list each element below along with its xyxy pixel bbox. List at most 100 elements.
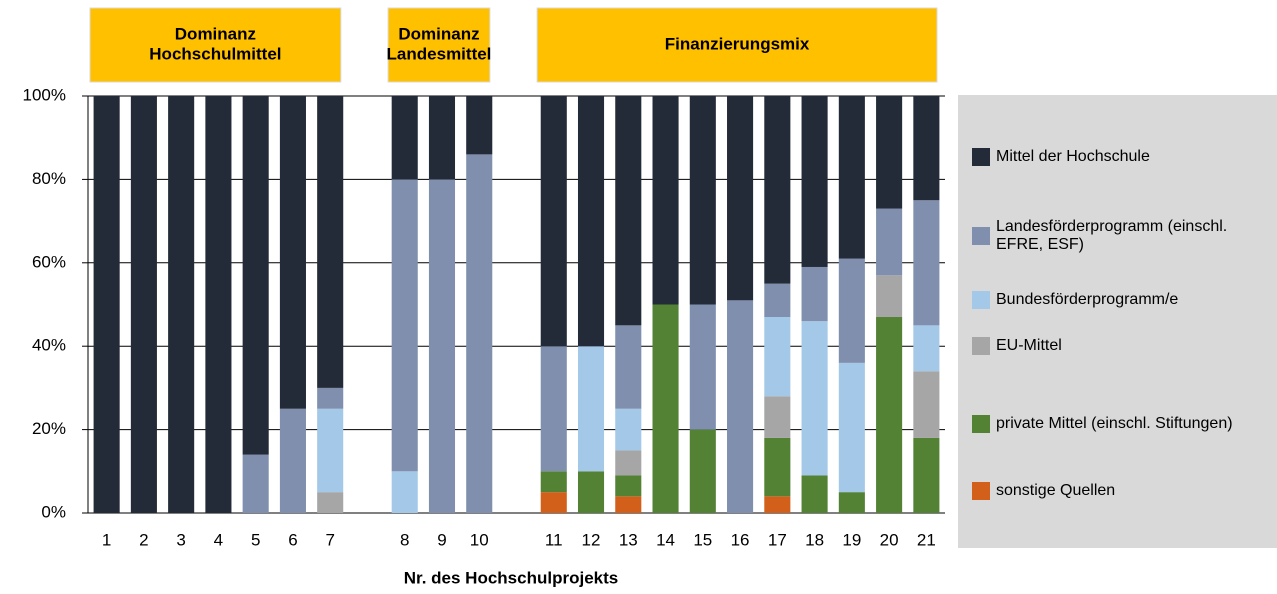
bar-segment (279, 96, 306, 409)
bar-segment (242, 96, 269, 455)
legend-label: private Mittel (einschl. Stiftungen) (996, 415, 1233, 432)
x-tick-label: 5 (251, 530, 260, 549)
bar-segment (801, 321, 828, 476)
bar-segment (838, 96, 865, 259)
legend-label: sonstige Quellen (996, 482, 1116, 499)
group-header (536, 7, 938, 83)
x-tick-label: 14 (656, 530, 675, 549)
x-tick-label: 9 (437, 530, 446, 549)
bar-segment (168, 96, 195, 513)
bar-segment (689, 304, 716, 430)
x-tick-label: 8 (400, 530, 409, 549)
bar-segment (577, 471, 605, 513)
bar-segment (838, 492, 865, 513)
legend-label: Landesförderprogramm (einschl. EFRE, ESF… (996, 218, 1228, 253)
bar-segment (615, 496, 642, 513)
y-tick-label: 100% (23, 85, 66, 104)
bar-segment (689, 96, 716, 305)
bar-segment (801, 266, 828, 322)
legend-swatch (972, 227, 990, 245)
x-axis-label: Nr. des Hochschulprojekts (404, 568, 618, 587)
x-tick-label: 2 (139, 530, 148, 549)
bar-segment (913, 96, 940, 201)
bar-segment (428, 179, 456, 513)
legend-label: Mittel der Hochschule (996, 148, 1150, 165)
bar-segment (876, 275, 903, 318)
group-header (387, 7, 491, 83)
bar-segment (577, 346, 605, 472)
group-label: Dominanz (398, 24, 479, 43)
x-tick-label: 11 (545, 530, 563, 549)
bar-segment (391, 179, 418, 472)
group-label: Hochschulmittel (149, 44, 281, 63)
legend-item: sonstige Quellen (972, 469, 1262, 513)
bar-segment (801, 96, 828, 267)
legend-swatch (972, 482, 990, 500)
bar-segment (838, 362, 865, 493)
x-tick-label: 1 (102, 530, 111, 549)
bar-segment (428, 96, 456, 180)
bar-segment (764, 496, 791, 513)
bar-segment (764, 283, 791, 318)
legend-swatch (972, 148, 990, 166)
legend-item: Mittel der Hochschule (972, 135, 1262, 179)
legend-label: EU-Mittel (996, 337, 1062, 354)
x-tick-label: 6 (288, 530, 297, 549)
bar-segment (93, 96, 120, 513)
x-tick-label: 17 (768, 530, 787, 549)
bar-segment (279, 408, 306, 513)
x-tick-label: 10 (470, 530, 489, 549)
group-header (89, 7, 342, 83)
bar-segment (130, 96, 157, 513)
bar-segment (615, 325, 642, 409)
legend: Mittel der Hochschule Landesförderprogram… (958, 95, 1277, 548)
y-tick-label: 20% (32, 419, 66, 438)
group-label: Finanzierungsmix (665, 34, 810, 53)
x-tick-label: 12 (582, 530, 601, 549)
bar-segment (876, 317, 903, 513)
legend-item: private Mittel (einschl. Stiftungen) (972, 402, 1262, 446)
legend-swatch (972, 291, 990, 309)
x-tick-label: 3 (176, 530, 185, 549)
bar-segment (317, 408, 344, 493)
group-label: Landesmittel (387, 44, 492, 63)
bar-segment (391, 471, 418, 513)
x-tick-label: 7 (325, 530, 334, 549)
legend-swatch (972, 337, 990, 355)
x-tick-label: 19 (842, 530, 861, 549)
bar-segment (615, 408, 642, 451)
x-tick-label: 21 (917, 530, 936, 549)
bar-segment (317, 387, 344, 409)
legend-item: Bundesförderprogramm/e (972, 278, 1262, 322)
bar-segment (540, 96, 567, 347)
bar-segment (317, 96, 344, 388)
bar-segment (876, 208, 903, 276)
chart: Nr. des Hochschulprojekts 0% 20% 40% 60% 80%… (23, 7, 945, 587)
bar-segment (913, 200, 940, 326)
bar-segment (615, 450, 642, 476)
bar-segment (540, 471, 567, 493)
bar-segment (540, 492, 567, 513)
x-tick-label: 15 (693, 530, 712, 549)
bar-segment (764, 317, 791, 397)
x-tick-label: 13 (619, 530, 638, 549)
bar-segment (913, 437, 940, 513)
bar-segment (615, 475, 642, 497)
bar-segment (913, 371, 940, 438)
y-tick-label: 40% (32, 336, 66, 355)
x-tick-label: 20 (880, 530, 899, 549)
bar-segment (205, 96, 232, 513)
bar-segment (317, 492, 344, 513)
bar-segment (689, 429, 716, 513)
bar-segment (801, 475, 828, 513)
x-tick-label: 4 (214, 530, 223, 549)
y-tick-label: 0% (41, 502, 66, 521)
bar-segment (913, 325, 940, 372)
bar-segment (577, 96, 605, 347)
legend-item: EU-Mittel (972, 324, 1262, 368)
bar-segment (838, 258, 865, 363)
bar-segment (727, 300, 754, 513)
bar-segment (652, 96, 679, 305)
bar-segment (242, 454, 269, 513)
